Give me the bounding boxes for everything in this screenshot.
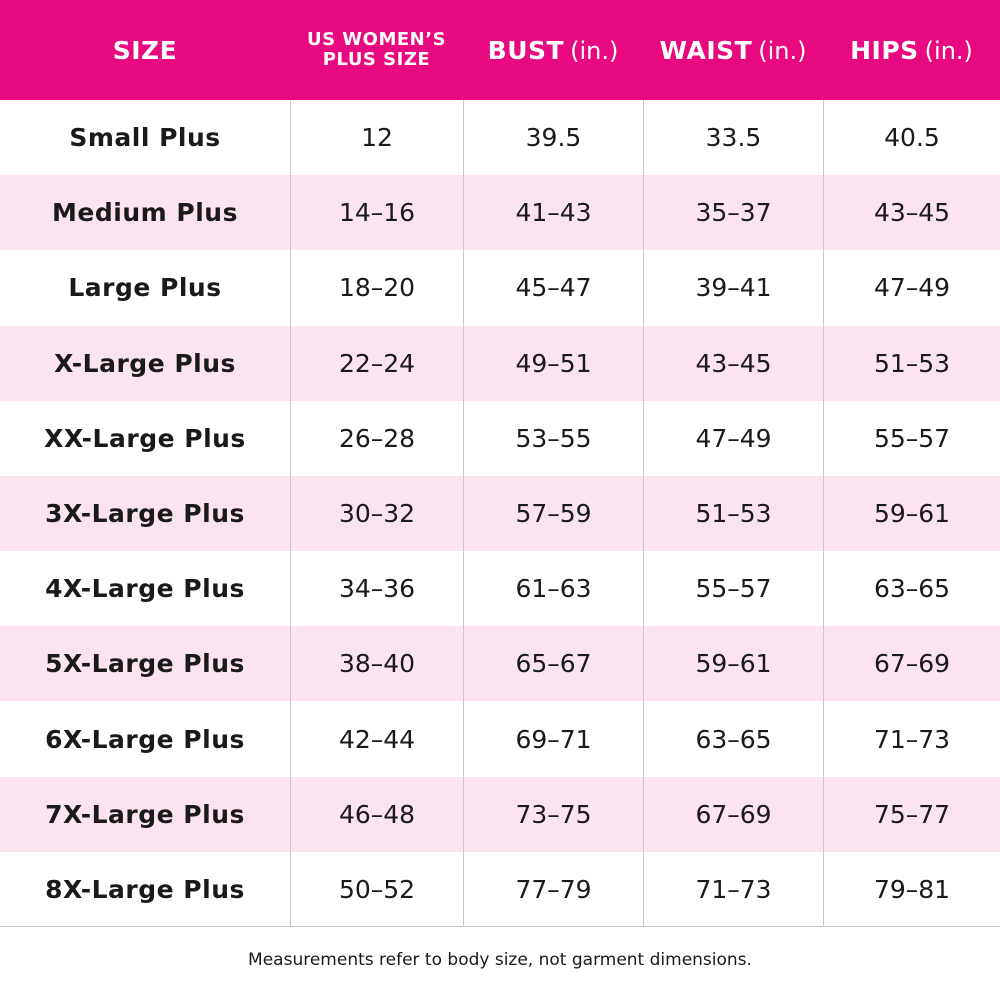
table-cell: 45–47 xyxy=(463,250,643,326)
table-cell: 59–61 xyxy=(643,626,823,702)
size-name: Small Plus xyxy=(69,123,221,153)
table-cell: 63–65 xyxy=(643,701,823,777)
table-cell: 12 xyxy=(290,100,463,176)
table-cell: 55–57 xyxy=(823,400,1000,476)
table-cell: 71–73 xyxy=(643,851,823,927)
table-cell: 46–48 xyxy=(290,776,463,852)
table-row: Small Plus 12 39.5 33.5 40.5 xyxy=(0,100,1000,176)
table-row: 3X-Large Plus 30–32 57–59 51–53 59–61 xyxy=(0,475,1000,552)
table-cell: 57–59 xyxy=(463,475,643,552)
table-cell: 41–43 xyxy=(463,175,643,251)
table-cell: 53–55 xyxy=(463,400,643,476)
header-cell: SIZE xyxy=(0,0,290,100)
header-label: HIPS xyxy=(850,35,919,65)
table-cell: 63–65 xyxy=(823,551,1000,627)
table-body: Small Plus 12 39.5 33.5 40.5 Medium Plus 14–16… xyxy=(0,100,1000,927)
table-cell: 42–44 xyxy=(290,701,463,777)
table-cell: 14–16 xyxy=(290,175,463,251)
size-name: 6X-Large Plus xyxy=(45,724,245,754)
table-cell: 47–49 xyxy=(823,250,1000,326)
table-row: Medium Plus 14–16 41–43 35–37 43–45 xyxy=(0,175,1000,251)
table-cell: 35–37 xyxy=(643,175,823,251)
header-text: SIZE xyxy=(113,36,178,65)
size-name: X-Large Plus xyxy=(54,348,236,378)
table-cell: 34–36 xyxy=(290,551,463,627)
header-unit: (in.) xyxy=(570,36,619,65)
table-cell: 67–69 xyxy=(823,626,1000,702)
header-label: WAIST xyxy=(659,35,753,65)
header-text: BUST (in.) xyxy=(488,36,619,65)
table-cell: 43–45 xyxy=(823,175,1000,251)
size-name: Large Plus xyxy=(68,273,222,303)
table-cell: 59–61 xyxy=(823,475,1000,552)
header-text: US WOMEN’S PLUS SIZE xyxy=(297,30,457,70)
header-text: WAIST (in.) xyxy=(660,36,807,65)
size-name: XX-Large Plus xyxy=(44,423,246,453)
table-cell: 73–75 xyxy=(463,776,643,852)
table-cell: 26–28 xyxy=(290,400,463,476)
header-label: SIZE xyxy=(112,35,178,65)
size-name: 3X-Large Plus xyxy=(45,498,245,528)
table-cell: 39–41 xyxy=(643,250,823,326)
table-cell: 22–24 xyxy=(290,325,463,401)
table-row: 5X-Large Plus 38–40 65–67 59–61 67–69 xyxy=(0,626,1000,702)
table-row: Large Plus 18–20 45–47 39–41 47–49 xyxy=(0,250,1000,326)
header-unit: (in.) xyxy=(924,36,973,65)
header-cell: US WOMEN’S PLUS SIZE xyxy=(290,0,463,100)
header-text: HIPS (in.) xyxy=(850,36,973,65)
table-cell: 71–73 xyxy=(823,701,1000,777)
table-row: 6X-Large Plus 42–44 69–71 63–65 71–73 xyxy=(0,701,1000,777)
footnote: Measurements refer to body size, not gar… xyxy=(248,950,752,970)
table-cell: 69–71 xyxy=(463,701,643,777)
table-cell: 50–52 xyxy=(290,851,463,927)
table-cell: 79–81 xyxy=(823,851,1000,927)
table-row: XX-Large Plus 26–28 53–55 47–49 55–57 xyxy=(0,400,1000,476)
table-cell: 49–51 xyxy=(463,325,643,401)
table-cell: 65–67 xyxy=(463,626,643,702)
table-cell: 47–49 xyxy=(643,400,823,476)
table-cell: 67–69 xyxy=(643,776,823,852)
table-cell: 38–40 xyxy=(290,626,463,702)
table-cell: 39.5 xyxy=(463,100,643,176)
table-cell: 33.5 xyxy=(643,100,823,176)
header-cell: BUST (in.) xyxy=(463,0,643,100)
size-name: 7X-Large Plus xyxy=(45,799,245,829)
table-cell: 51–53 xyxy=(643,475,823,552)
size-name: Medium Plus xyxy=(52,198,238,228)
header-label: BUST xyxy=(487,35,565,65)
table-cell: 51–53 xyxy=(823,325,1000,401)
size-name: 8X-Large Plus xyxy=(45,874,245,904)
header-label: US WOMEN’S PLUS SIZE xyxy=(306,29,447,70)
table-cell: 40.5 xyxy=(823,100,1000,176)
size-name: 4X-Large Plus xyxy=(45,574,245,604)
table-cell: 43–45 xyxy=(643,325,823,401)
header-cell: WAIST (in.) xyxy=(643,0,823,100)
table-row: X-Large Plus 22–24 49–51 43–45 51–53 xyxy=(0,325,1000,401)
table-cell: 55–57 xyxy=(643,551,823,627)
table-cell: 77–79 xyxy=(463,851,643,927)
table-cell: 75–77 xyxy=(823,776,1000,852)
table-cell: 30–32 xyxy=(290,475,463,552)
table-row: 7X-Large Plus 46–48 73–75 67–69 75–77 xyxy=(0,776,1000,852)
size-name: 5X-Large Plus xyxy=(45,649,245,679)
table-header: SIZE US WOMEN’S PLUS SIZE BUST (in.) WAIST (i… xyxy=(0,0,1000,100)
table-cell: 18–20 xyxy=(290,250,463,326)
header-unit: (in.) xyxy=(758,36,807,65)
header-cell: HIPS (in.) xyxy=(823,0,1000,100)
table-cell: 61–63 xyxy=(463,551,643,627)
table-row: 8X-Large Plus 50–52 77–79 71–73 79–81 xyxy=(0,851,1000,927)
table-row: 4X-Large Plus 34–36 61–63 55–57 63–65 xyxy=(0,551,1000,627)
